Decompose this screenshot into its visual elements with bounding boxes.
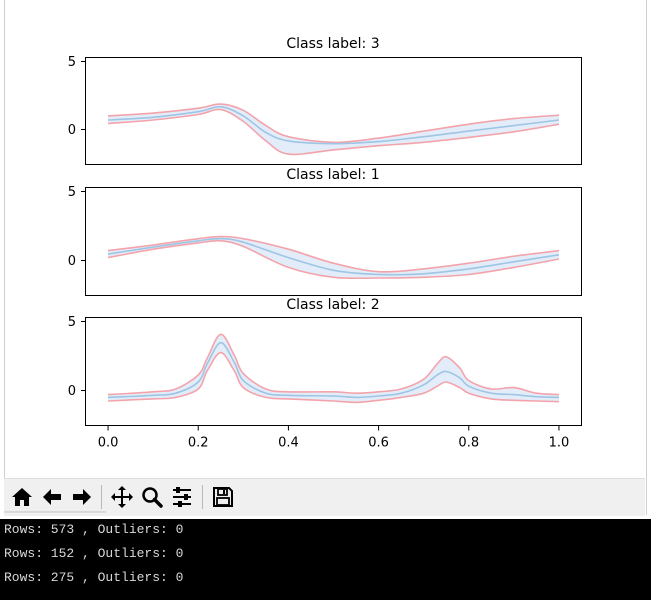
toolbar-separator xyxy=(101,485,102,509)
series-line-lower xyxy=(107,239,560,280)
confidence-band xyxy=(108,236,559,279)
series-line-upper xyxy=(107,103,560,144)
subplot-class-2: Class label: 2 5 0 0.0 0.2 0.4 0.6 0.8 1.0 xyxy=(68,297,582,451)
x-tick-label: 0.8 xyxy=(458,436,479,451)
subplot-class-1: Class label: 1 5 0 xyxy=(68,167,582,296)
back-button[interactable] xyxy=(38,483,66,511)
terminal-output: ▔▔▔▔▔▔▔▔▔▔▔▔▔ Rows: 573 , Outliers: 0 Ro… xyxy=(0,512,651,600)
matplotlib-toolbar xyxy=(4,478,645,516)
save-button[interactable] xyxy=(209,483,237,511)
pan-button[interactable] xyxy=(108,483,136,511)
plot-area xyxy=(107,103,560,156)
toolbar-separator xyxy=(202,485,203,509)
plot-area xyxy=(107,235,560,280)
x-tick-label: 1.0 xyxy=(549,436,570,451)
confidence-band xyxy=(108,334,559,403)
plot-area xyxy=(107,333,560,404)
y-tick-label: 5 xyxy=(68,315,76,330)
figure-canvas: Class label: 3 5 0 Class label: 1 5 0 Cl… xyxy=(68,36,582,451)
series-line-lower xyxy=(107,108,560,156)
series-line-upper xyxy=(107,333,560,396)
subplot-title: Class label: 2 xyxy=(286,297,379,313)
y-tick-label: 0 xyxy=(68,384,76,399)
console-line: Rows: 275 , Outliers: 0 xyxy=(4,570,184,585)
axes-frame xyxy=(85,317,582,426)
series-line-mean xyxy=(107,237,560,276)
y-tick-label: 0 xyxy=(68,123,76,138)
series-line-mean xyxy=(107,341,560,399)
console-line: Rows: 573 , Outliers: 0 xyxy=(4,522,184,537)
forward-button[interactable] xyxy=(68,483,96,511)
zoom-button[interactable] xyxy=(138,483,166,511)
console-scrolled-line: ▔▔▔▔▔▔▔▔▔▔▔▔▔ xyxy=(4,512,106,527)
home-button[interactable] xyxy=(8,483,36,511)
series-line-lower xyxy=(107,351,560,404)
x-tick-label: 0.6 xyxy=(368,436,389,451)
arrow-right-icon xyxy=(73,489,91,505)
console-line: Rows: 152 , Outliers: 0 xyxy=(4,546,184,561)
x-tick-label: 0.2 xyxy=(188,436,209,451)
sliders-icon xyxy=(173,487,191,507)
x-tick-label: 0.0 xyxy=(98,436,119,451)
home-icon xyxy=(12,488,32,506)
series-line-mean xyxy=(107,105,560,145)
magnifier-icon xyxy=(142,487,163,508)
arrow-left-icon xyxy=(43,489,61,505)
configure-subplots-button[interactable] xyxy=(168,483,196,511)
y-tick-label: 5 xyxy=(68,185,76,200)
subplot-title: Class label: 3 xyxy=(286,36,379,52)
y-tick-label: 0 xyxy=(68,254,76,269)
axes-frame xyxy=(85,187,582,296)
x-axis-ticks: 0.0 0.2 0.4 0.6 0.8 1.0 xyxy=(98,425,570,451)
subplot-title: Class label: 1 xyxy=(286,167,379,183)
move-icon xyxy=(111,486,133,508)
floppy-icon xyxy=(213,487,233,507)
y-tick-label: 5 xyxy=(68,55,76,70)
axes-frame xyxy=(85,57,582,165)
x-tick-label: 0.4 xyxy=(278,436,299,451)
series-line-upper xyxy=(107,235,560,273)
subplot-class-3: Class label: 3 5 0 xyxy=(68,36,582,165)
